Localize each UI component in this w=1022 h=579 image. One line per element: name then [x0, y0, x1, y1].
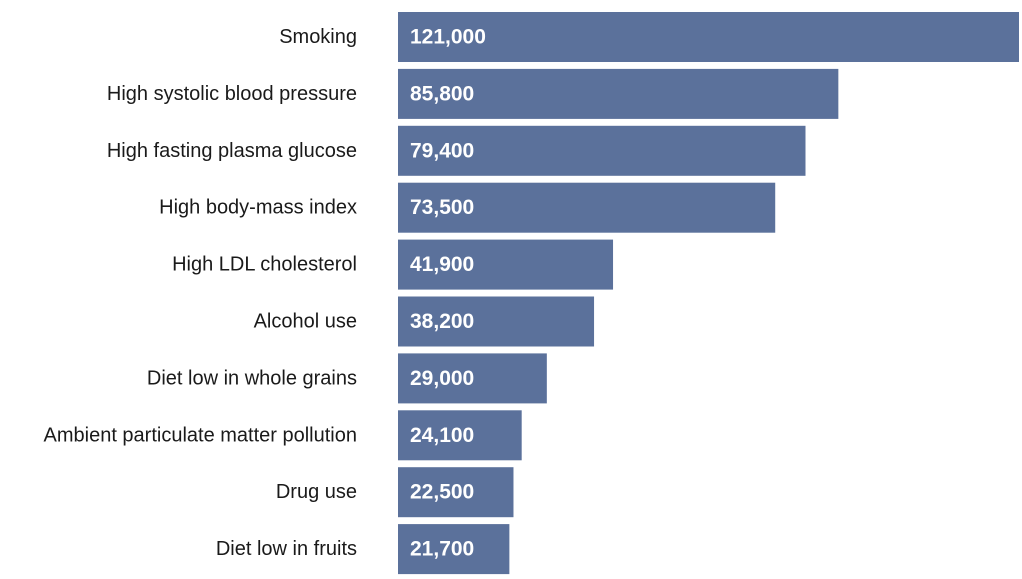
value-label: 121,000 — [410, 26, 486, 49]
bar — [398, 353, 547, 404]
category-label: Smoking — [279, 26, 357, 48]
bar — [398, 68, 839, 119]
value-label: 79,400 — [410, 139, 474, 162]
bar — [398, 12, 1019, 62]
bar — [398, 296, 595, 347]
category-label: Diet low in fruits — [216, 538, 357, 560]
bar — [398, 467, 514, 518]
value-label: 22,500 — [410, 481, 474, 504]
category-label: High systolic blood pressure — [107, 83, 357, 105]
category-label: High body-mass index — [159, 197, 357, 219]
value-label: 38,200 — [410, 310, 474, 333]
category-label: Drug use — [276, 481, 357, 503]
bar — [398, 125, 806, 176]
bar — [398, 410, 522, 461]
category-labels-layer: Smoking High systolic blood pressure High … — [44, 26, 358, 560]
value-label: 29,000 — [410, 367, 474, 390]
value-label: 41,900 — [410, 253, 474, 276]
bar — [398, 239, 614, 290]
value-label: 21,700 — [410, 538, 474, 561]
category-label: High fasting plasma glucose — [107, 140, 357, 162]
value-label: 24,100 — [410, 424, 474, 447]
bar — [398, 182, 776, 233]
category-label: Diet low in whole grains — [147, 367, 357, 389]
category-label: Ambient particulate matter pollution — [44, 424, 358, 446]
value-label: 73,500 — [410, 196, 474, 219]
category-label: High LDL cholesterol — [172, 254, 357, 276]
bars-layer — [398, 12, 1019, 575]
value-labels-layer: 121,000 85,800 79,400 73,500 41,900 38,200 29,… — [410, 26, 486, 561]
category-label: Alcohol use — [254, 311, 357, 333]
bar — [398, 524, 510, 575]
value-label: 85,800 — [410, 82, 474, 105]
